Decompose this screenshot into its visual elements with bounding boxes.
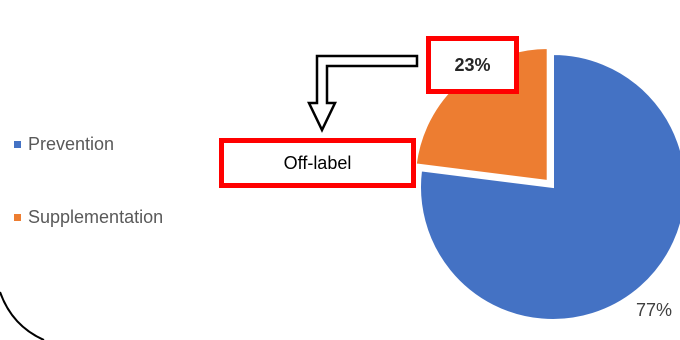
off-label-text: Off-label	[283, 152, 352, 173]
highlight-box-percent: 23%	[426, 36, 519, 94]
frame-curve	[0, 291, 45, 340]
data-label-prevention: 77%	[636, 300, 673, 320]
data-label-supplementation: 23%	[454, 54, 491, 75]
callout-arrow	[307, 54, 419, 133]
off-label-callout: Off-label	[219, 138, 416, 188]
legend-label-supplementation: Supplementation	[28, 207, 164, 227]
pie-slice-prevention	[419, 52, 680, 321]
legend-label-prevention: Prevention	[28, 134, 115, 154]
legend-swatch-supplementation	[14, 214, 21, 221]
legend-swatch-prevention	[14, 141, 21, 148]
legend-item-prevention: Prevention	[14, 134, 114, 155]
legend-item-supplementation: Supplementation	[14, 207, 163, 228]
